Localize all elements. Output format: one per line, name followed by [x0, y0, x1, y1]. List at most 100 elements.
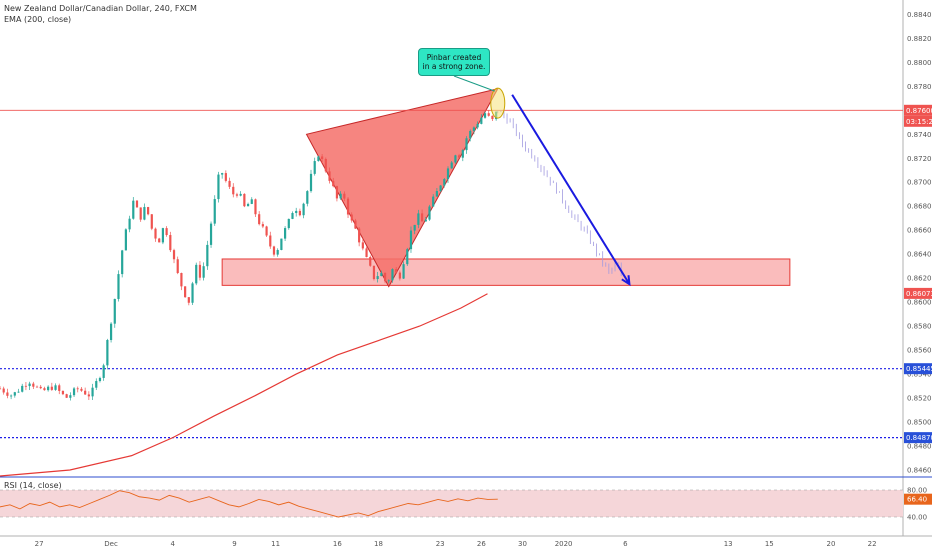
candle-body: [258, 214, 261, 225]
candle-body: [298, 210, 302, 216]
x-tick-label: 6: [623, 540, 628, 548]
candle-body: [443, 179, 446, 186]
candle-body: [209, 223, 213, 245]
candle-body: [121, 250, 124, 275]
candle-body: [469, 130, 472, 139]
candle-body: [28, 383, 31, 387]
candle-body: [313, 161, 316, 174]
forecast-arrow: [511, 94, 631, 285]
x-tick-label: Dec: [104, 540, 118, 548]
candle-body: [72, 388, 76, 396]
candle-body: [302, 203, 305, 216]
x-tick-label: 4: [171, 540, 176, 548]
x-tick-label: 11: [271, 540, 280, 548]
candle-body: [228, 180, 231, 187]
candle-body: [358, 228, 361, 243]
level-upper-tag-bg: [904, 363, 932, 375]
candle-body: [102, 365, 105, 378]
candle-body: [439, 185, 442, 192]
candle-body: [435, 191, 438, 197]
candle-body: [343, 193, 346, 199]
candle-body: [6, 392, 9, 396]
candle-body: [21, 385, 24, 392]
candle-body: [213, 199, 216, 224]
candle-body: [80, 388, 83, 391]
candle-body: [365, 248, 368, 258]
candle-body: [106, 340, 109, 366]
candle-body: [191, 283, 194, 303]
candle-body: [161, 228, 165, 243]
candle-body: [50, 386, 53, 390]
x-tick-label: 20: [827, 540, 836, 548]
candle-body: [246, 203, 250, 207]
candle-body: [158, 238, 161, 243]
annotation-line-1: Pinbar created: [426, 53, 482, 62]
candle-body: [346, 198, 350, 215]
level-lower-tag: 0.84870: [906, 434, 932, 442]
candle-body: [383, 272, 387, 282]
candle-body: [202, 266, 205, 278]
x-tick-label: 22: [868, 540, 877, 548]
candle-body: [243, 193, 246, 207]
candle-body: [43, 388, 46, 391]
candle-body: [487, 113, 490, 116]
candle-body: [235, 194, 239, 196]
candle-body: [172, 250, 176, 260]
candle-body: [361, 242, 364, 249]
candle-body: [376, 276, 379, 280]
candle-body: [195, 264, 198, 284]
y-tick-label: 0.84600: [907, 467, 932, 475]
candle-body: [446, 168, 450, 180]
rsi-indicator-label: RSI (14, close): [4, 481, 62, 490]
candle-body: [283, 228, 287, 239]
candle-body: [10, 395, 13, 397]
candle-body: [254, 199, 257, 215]
candle-body: [332, 180, 335, 187]
candle-body: [76, 388, 79, 390]
x-tick-label: 26: [477, 540, 486, 548]
x-tick-label: 18: [374, 540, 383, 548]
candle-body: [176, 259, 179, 274]
candle-body: [413, 224, 416, 231]
candle-body: [335, 186, 339, 199]
candle-body: [424, 219, 427, 222]
candle-body: [406, 249, 409, 265]
candle-body: [154, 228, 157, 239]
countdown-tag: 03:15:28: [906, 118, 932, 126]
candle-body: [239, 193, 242, 196]
candle-body: [432, 196, 435, 207]
candle-body: [454, 155, 457, 163]
candle-body: [450, 162, 453, 169]
candle-body: [287, 218, 290, 229]
candle-body: [369, 257, 372, 266]
candle-body: [206, 244, 209, 267]
candle-body: [143, 207, 146, 220]
candle-body: [169, 235, 172, 251]
candle-body: [128, 218, 131, 230]
pinbar-highlight: [490, 87, 506, 119]
candle-body: [180, 273, 183, 287]
candle-body: [184, 286, 187, 298]
candle-body: [224, 173, 227, 181]
candle-body: [39, 386, 42, 389]
candle-body: [217, 174, 220, 200]
candle-body: [232, 186, 235, 195]
candle-body: [272, 246, 276, 255]
candle-body: [420, 213, 424, 222]
candle-body: [354, 220, 357, 229]
candle-body: [280, 238, 283, 250]
candle-body: [265, 226, 268, 236]
